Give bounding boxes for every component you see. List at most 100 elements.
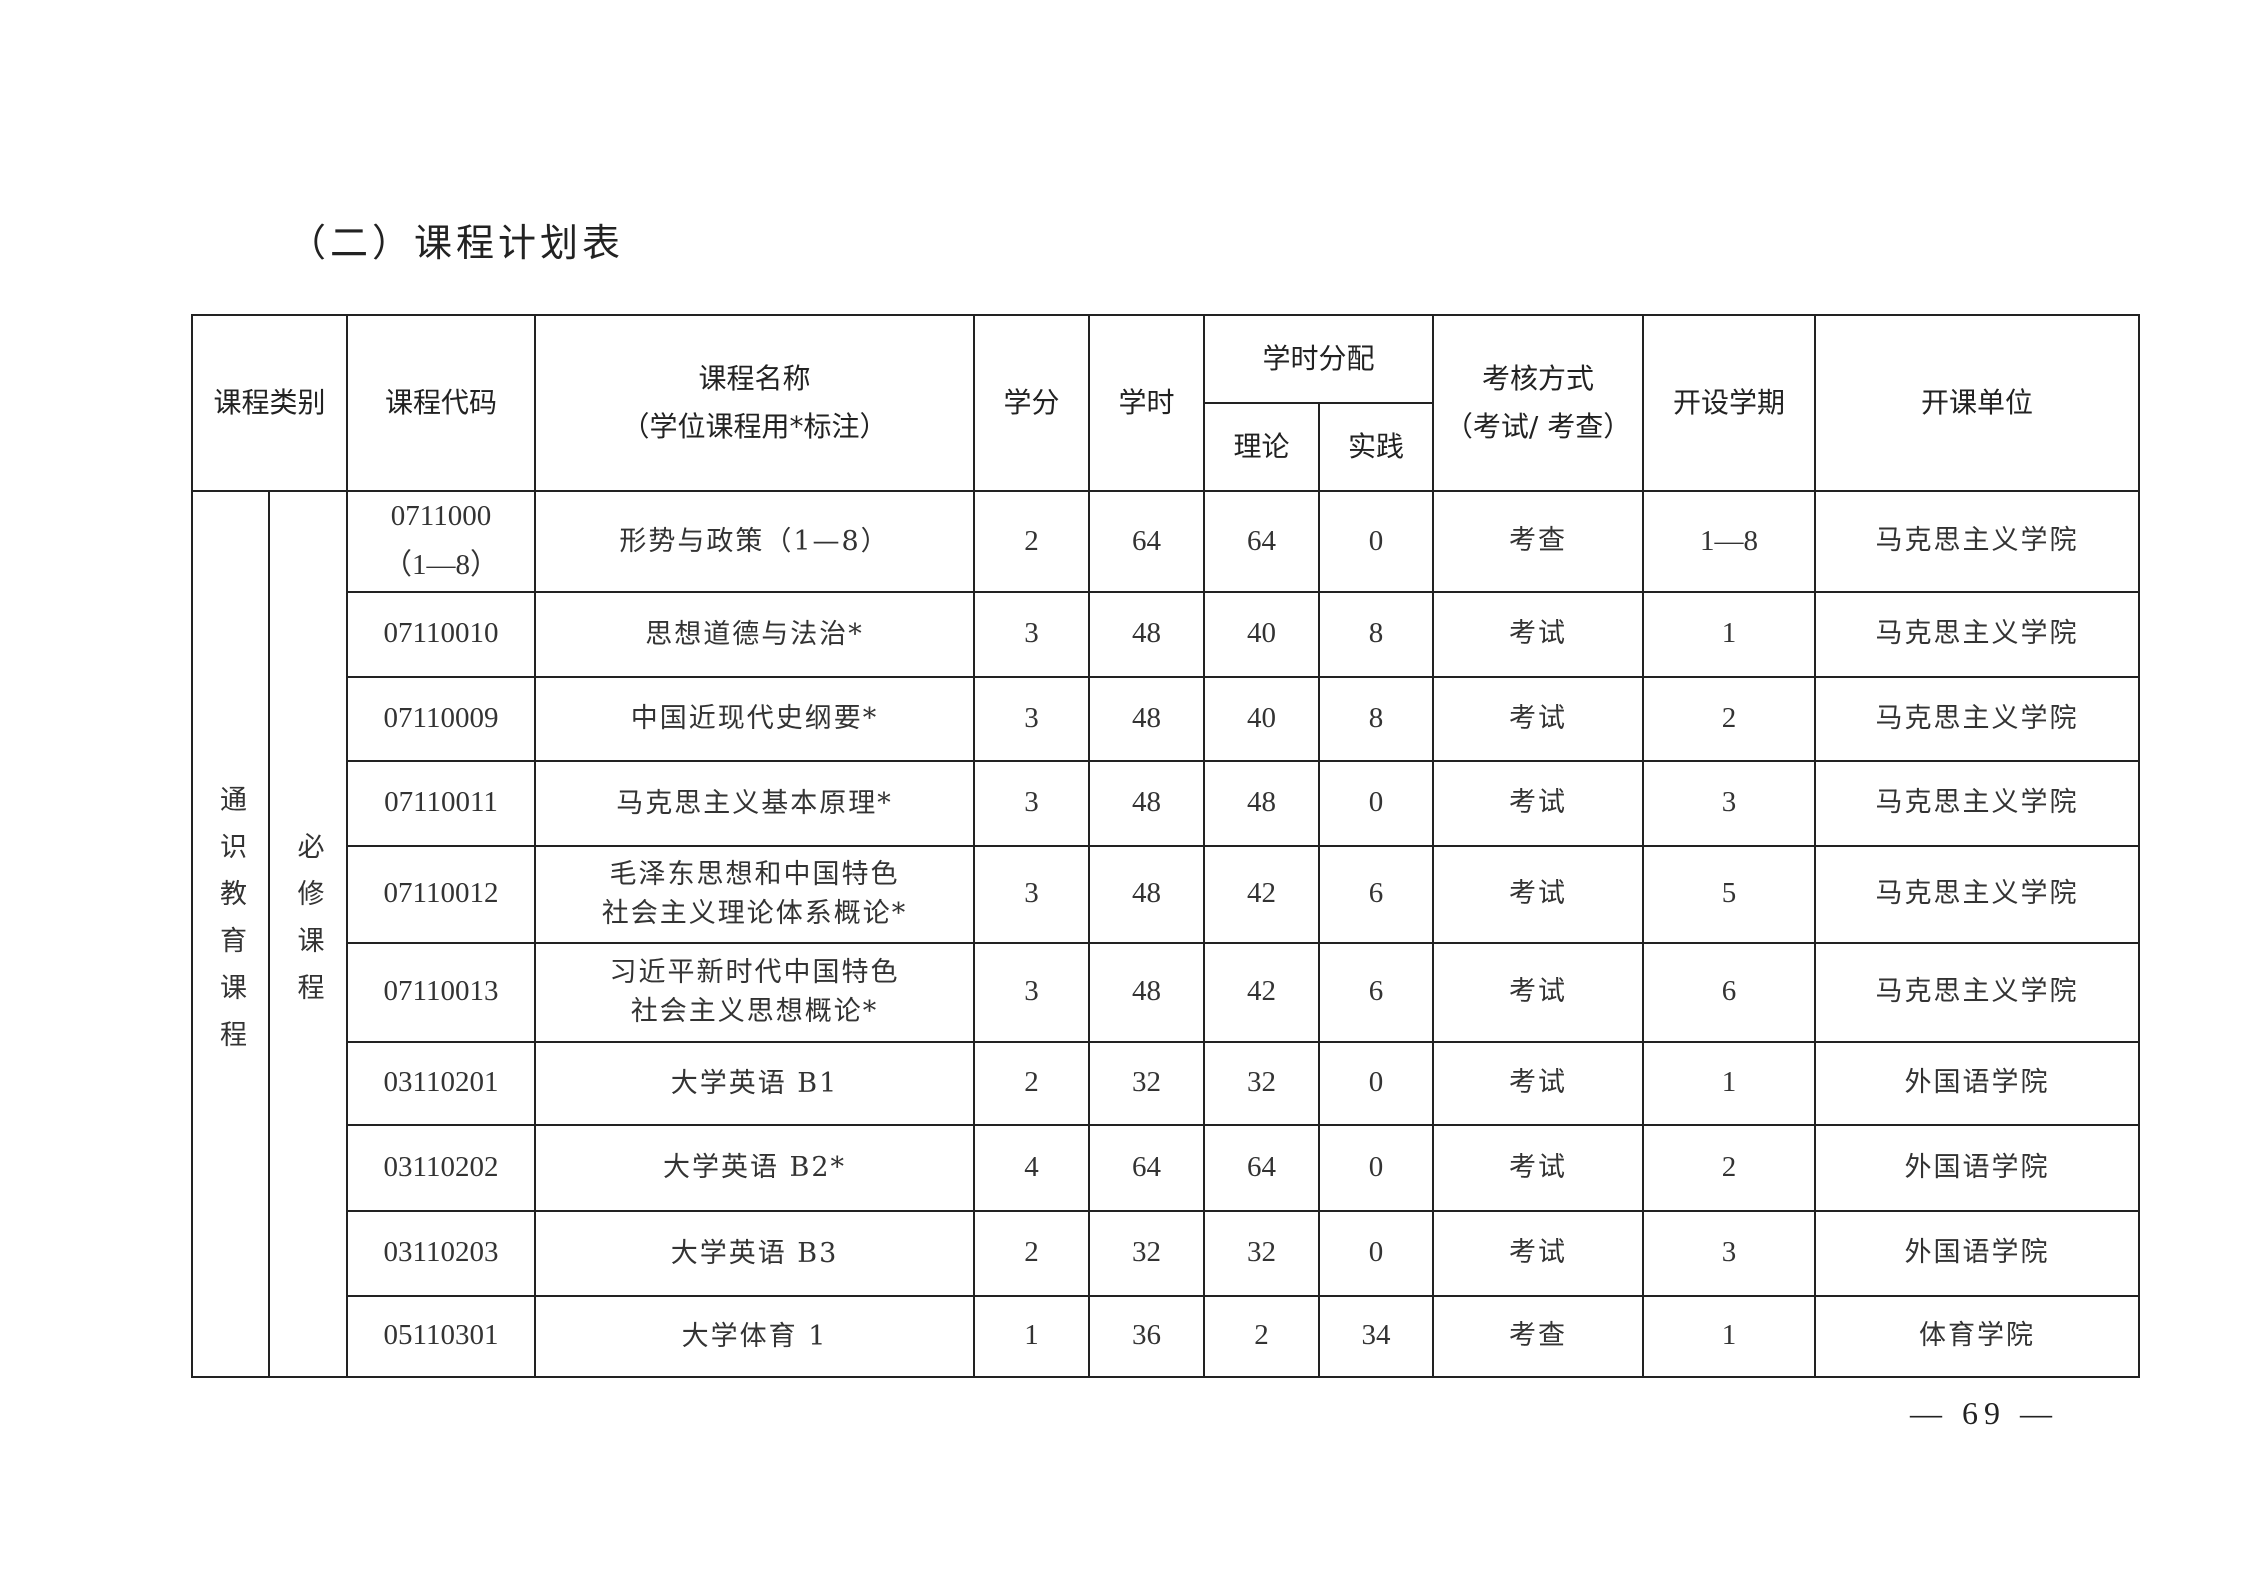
course-code: 03110203	[346, 1209, 537, 1297]
cell-semester: 1	[1642, 1294, 1817, 1378]
header-hours: 学时	[1088, 314, 1206, 492]
cell-exam: 考查	[1432, 490, 1645, 593]
course-name-line1: 中国近现代史纲要*	[630, 703, 879, 735]
course-code: 03110202	[346, 1123, 537, 1212]
course-name: 大学英语 B2*	[534, 1123, 976, 1212]
course-name: 大学英语 B3	[534, 1209, 976, 1297]
category-sub-cell: 必修课程	[267, 490, 349, 1378]
cell-theory: 32	[1203, 1209, 1321, 1297]
table-row: 07110013 习近平新时代中国特色 社会主义思想概论* 3 48 42 6 考试 6 马克思主…	[192, 941, 2141, 1043]
cell-unit: 马克思主义学院	[1814, 490, 2141, 593]
course-name-line1: 习近平新时代中国特色	[609, 956, 900, 988]
cell-practice: 8	[1318, 675, 1435, 762]
table-row: 03110203 大学英语 B3 2 32 32 0 考试 3 外国语学院	[192, 1209, 2141, 1297]
cell-hours: 64	[1088, 490, 1206, 593]
course-code: 07110010	[346, 590, 537, 678]
cell-unit: 马克思主义学院	[1814, 844, 2141, 944]
course-code-suffix: （1—8）	[383, 549, 500, 582]
cell-semester: 1—8	[1642, 490, 1817, 593]
cell-hours: 36	[1088, 1294, 1206, 1378]
course-code: 05110301	[346, 1294, 537, 1378]
cell-theory: 32	[1203, 1040, 1321, 1126]
cell-theory: 42	[1203, 844, 1321, 944]
table-row: 通识教育课程 必修课程 0711000 （1—8） 形势与政策（1—8） 2 64 64 0 考查…	[191, 490, 2141, 1378]
table-row: 07110012 毛泽东思想和中国特色 社会主义理论体系概论* 3 48 42 6 考试 5 马克…	[192, 844, 2141, 944]
course-code-value: 03110201	[383, 1066, 499, 1099]
header-name-line2: （学位课程用*标注）	[621, 410, 888, 443]
cell-exam: 考试	[1432, 1040, 1645, 1126]
cell-exam: 考试	[1432, 844, 1645, 944]
cell-hours: 48	[1088, 590, 1206, 678]
cell-hours: 32	[1088, 1040, 1206, 1126]
table-header: 课程类别 课程代码 课程名称 （学位课程用*标注） 学分 学时 学时分配 考核方式…	[190, 314, 2141, 492]
cell-hours: 48	[1088, 941, 1206, 1043]
course-name: 毛泽东思想和中国特色 社会主义理论体系概论*	[534, 844, 976, 944]
header-credits: 学分	[973, 314, 1091, 492]
cell-exam: 考试	[1432, 1123, 1645, 1212]
course-code: 03110201	[346, 1040, 537, 1126]
course-name-line1: 毛泽东思想和中国特色	[609, 858, 900, 890]
cell-theory: 64	[1203, 1123, 1321, 1212]
course-name-line2: 社会主义理论体系概论*	[601, 898, 908, 930]
cell-credits: 3	[973, 590, 1091, 678]
course-code: 07110011	[346, 759, 537, 847]
table-body: 通识教育课程 必修课程 0711000 （1—8） 形势与政策（1—8） 2 64 64 0 考查…	[191, 490, 2141, 1378]
page-number: — 69 —	[1910, 1395, 2058, 1431]
cell-unit: 马克思主义学院	[1814, 675, 2141, 762]
header-theory: 理论	[1203, 402, 1321, 492]
cell-semester: 2	[1642, 675, 1817, 762]
course-name: 大学英语 B1	[534, 1040, 976, 1126]
header-unit: 开课单位	[1814, 314, 2141, 492]
course-name: 中国近现代史纲要*	[534, 675, 976, 762]
cell-exam: 考查	[1432, 1294, 1645, 1378]
course-code: 07110012	[346, 844, 537, 944]
cell-credits: 3	[973, 844, 1091, 944]
course-name: 思想道德与法治*	[534, 590, 976, 678]
cell-credits: 2	[973, 1209, 1091, 1297]
cell-hours: 48	[1088, 844, 1206, 944]
cell-practice: 34	[1318, 1294, 1435, 1378]
table-row: 03110202 大学英语 B2* 4 64 64 0 考试 2 外国语学院	[192, 1123, 2141, 1212]
category-main-cell: 通识教育课程	[191, 490, 270, 1378]
cell-exam: 考试	[1432, 941, 1645, 1043]
course-name: 大学体育 1	[534, 1294, 976, 1378]
course-name-line1: 大学英语 B3	[670, 1237, 839, 1269]
cell-unit: 外国语学院	[1814, 1209, 2141, 1297]
cell-practice: 0	[1318, 1040, 1435, 1126]
section-title: （二）课程计划表	[288, 221, 625, 265]
cell-unit: 马克思主义学院	[1814, 941, 2141, 1043]
course-code-value: 07110010	[383, 617, 499, 650]
cell-theory: 2	[1203, 1294, 1321, 1378]
cell-exam: 考试	[1432, 590, 1645, 678]
course-name: 形势与政策（1—8）	[534, 490, 976, 593]
table-row: 07110009 中国近现代史纲要* 3 48 40 8 考试 2 马克思主义学院	[192, 675, 2141, 762]
course-name-line1: 马克思主义基本原理*	[616, 787, 893, 819]
cell-theory: 40	[1203, 590, 1321, 678]
cell-hours: 32	[1088, 1209, 1206, 1297]
header-practice: 实践	[1318, 402, 1435, 492]
cell-exam: 考试	[1432, 1209, 1645, 1297]
course-code-value: 0711000	[390, 500, 492, 532]
cell-practice: 0	[1318, 490, 1435, 593]
course-name-line1: 大学英语 B1	[670, 1067, 839, 1099]
cell-unit: 马克思主义学院	[1814, 590, 2141, 678]
header-semester: 开设学期	[1642, 314, 1817, 492]
cell-theory: 48	[1203, 759, 1321, 847]
cell-theory: 40	[1203, 675, 1321, 762]
category-main: 通识教育课程	[215, 785, 246, 1068]
header-exam: 考核方式 （考试/ 考查）	[1432, 314, 1645, 492]
course-code-value: 03110203	[383, 1236, 499, 1269]
cell-semester: 6	[1642, 941, 1817, 1043]
category-sub: 必修课程	[292, 832, 324, 1021]
cell-practice: 8	[1318, 590, 1435, 678]
cell-hours: 64	[1088, 1123, 1206, 1212]
course-code: 07110009	[346, 675, 537, 762]
cell-unit: 马克思主义学院	[1814, 759, 2141, 847]
cell-semester: 2	[1642, 1123, 1817, 1212]
cell-semester: 3	[1642, 1209, 1817, 1297]
cell-practice: 0	[1318, 1209, 1435, 1297]
cell-unit: 外国语学院	[1814, 1040, 2141, 1126]
cell-credits: 3	[973, 759, 1091, 847]
course-name-line2: 社会主义思想概论*	[630, 996, 879, 1028]
cell-theory: 64	[1203, 490, 1321, 593]
